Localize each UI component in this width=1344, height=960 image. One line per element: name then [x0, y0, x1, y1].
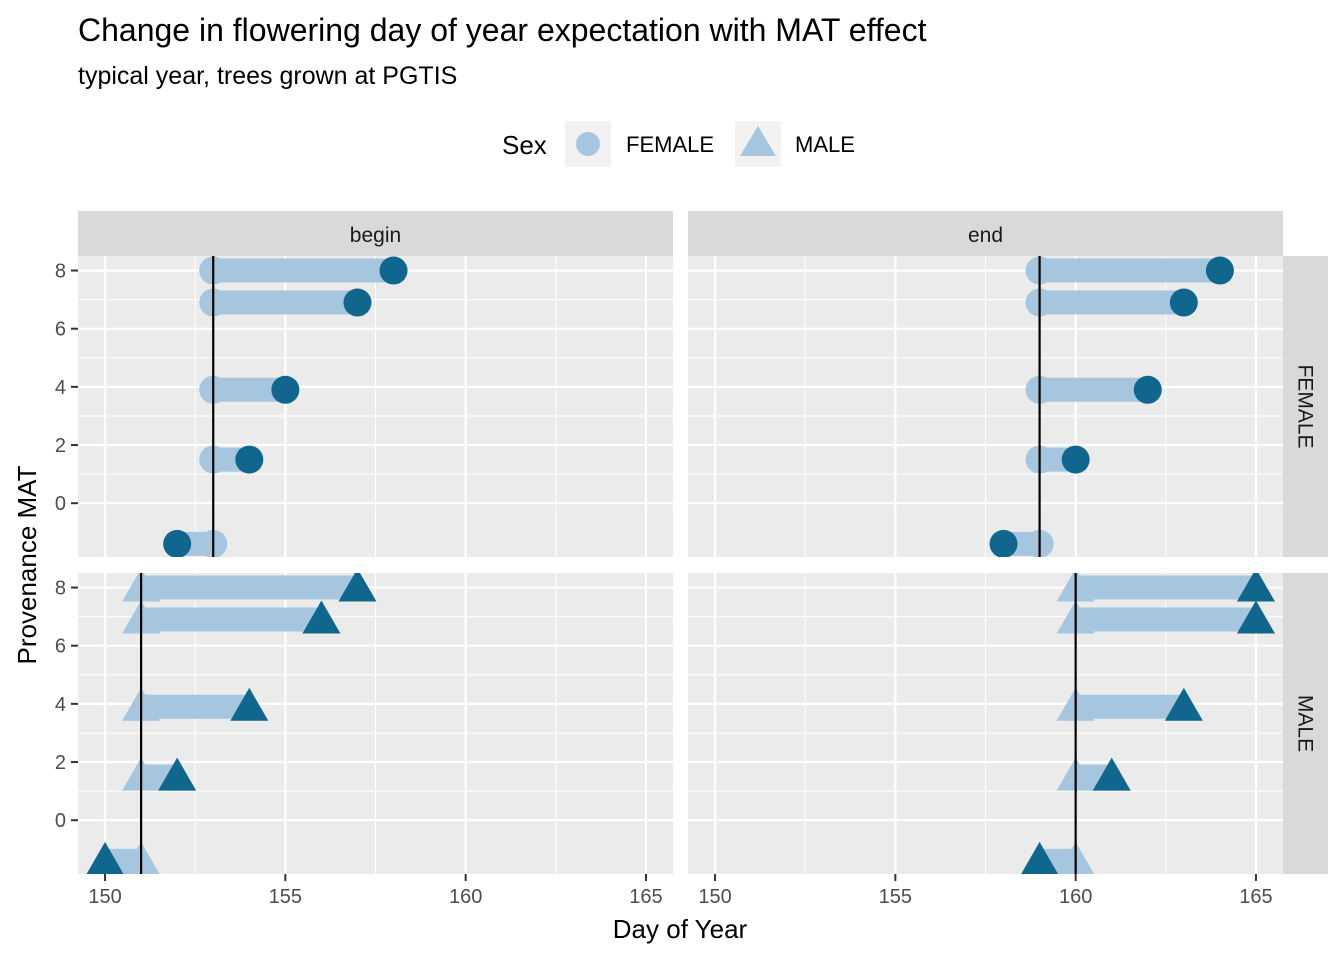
strip-end [688, 211, 1283, 256]
legend-symbol-female [576, 132, 600, 156]
panel-begin-female [78, 256, 673, 557]
panel-begin-male [78, 573, 673, 874]
panel-data [86, 573, 377, 874]
effect-point [271, 375, 300, 404]
panel-data [989, 256, 1234, 557]
y-axis-title: Provenance MAT [12, 465, 42, 664]
y-tick-label: 2 [55, 752, 66, 774]
effect-point [1205, 256, 1234, 285]
effect-point [1236, 573, 1275, 602]
facet-strips: begin end FEMALE MALE [78, 211, 1328, 874]
effect-point [163, 529, 192, 557]
facet-panels [78, 256, 1283, 874]
effect-point [1061, 445, 1090, 474]
y-tick-label: 4 [55, 694, 66, 716]
effect-point [338, 573, 377, 602]
effect-point [235, 445, 264, 474]
chart-subtitle: typical year, trees grown at PGTIS [78, 62, 457, 90]
y-tick-label: 0 [55, 810, 66, 832]
strip-male [1283, 573, 1328, 874]
effect-point [86, 841, 124, 874]
effect-point [1133, 375, 1162, 404]
panel-end-female [688, 256, 1283, 557]
x-tick-label: 155 [879, 886, 912, 908]
x-tick-label: 155 [269, 886, 302, 908]
legend: Sex FEMALE MALE [502, 121, 855, 167]
x-tick-label: 165 [1239, 886, 1272, 908]
x-axis-title: Day of Year [613, 914, 748, 944]
strip-label-female: FEMALE [1294, 364, 1317, 448]
x-tick-label: 165 [629, 886, 662, 908]
y-tick-label: 6 [55, 319, 66, 341]
effect-point [158, 757, 197, 791]
y-tick-label: 8 [55, 261, 66, 283]
effect-point [1164, 687, 1203, 721]
effect-point [302, 600, 341, 634]
panel-data [1021, 573, 1275, 874]
effect-point [1236, 600, 1275, 634]
y-tick-label: 8 [55, 578, 66, 600]
strip-label-begin: begin [350, 224, 401, 247]
strip-label-male: MALE [1294, 695, 1317, 752]
x-tick-label: 160 [1059, 886, 1092, 908]
panel-data [163, 256, 408, 557]
effect-point [1092, 757, 1131, 791]
x-tick-label: 150 [88, 886, 121, 908]
strip-label-end: end [968, 224, 1003, 247]
strip-female [1283, 256, 1328, 557]
effect-point [379, 256, 408, 285]
legend-title: Sex [502, 130, 547, 160]
y-tick-label: 6 [55, 636, 66, 658]
effect-point [1169, 288, 1198, 317]
panel-end-male [688, 573, 1283, 874]
y-tick-label: 4 [55, 377, 66, 399]
effect-point [989, 529, 1018, 557]
effect-point [1021, 841, 1059, 874]
legend-symbol-male [740, 126, 776, 156]
effect-point [230, 687, 269, 721]
x-tick-label: 160 [449, 886, 482, 908]
y-tick-label: 2 [55, 435, 66, 457]
axes: 0 2 4 6 8 0 2 4 6 8 150 155 160 165 150 155 160 165 [55, 261, 1273, 908]
chart-title: Change in flowering day of year expectat… [78, 12, 927, 48]
strip-begin [78, 211, 673, 256]
effect-point [343, 288, 372, 317]
legend-label-female: FEMALE [626, 132, 714, 157]
y-tick-label: 0 [55, 493, 66, 515]
x-tick-label: 150 [698, 886, 731, 908]
legend-label-male: MALE [795, 132, 855, 157]
